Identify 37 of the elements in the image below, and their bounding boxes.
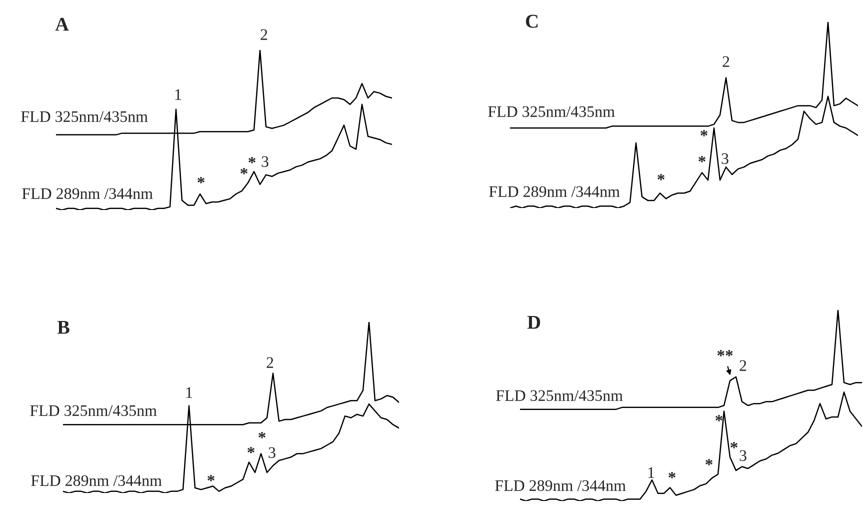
annotation: * (658, 174, 664, 180)
annotation: 2 (722, 56, 730, 67)
series-label: FLD 325nm/435nm (488, 106, 615, 117)
annotation: * (240, 168, 248, 174)
annotation: * (668, 472, 676, 478)
annotation: 1 (175, 89, 182, 100)
annotation: 1 (186, 387, 192, 398)
series-label: FLD 325nm/435nm (21, 111, 148, 122)
annotation: 3 (722, 153, 728, 164)
annotation: * (248, 157, 256, 164)
annotation: ** (717, 350, 733, 356)
annotation: * (198, 177, 204, 184)
annotation: * (706, 459, 712, 466)
annotation: * (698, 156, 706, 162)
chart-title: B (57, 320, 70, 334)
annotation: * (248, 447, 254, 454)
chart-title: A (55, 18, 69, 31)
annotation: 1 (648, 467, 654, 478)
series-label: FLD 289nm /344nm (22, 188, 153, 199)
annotation: * (730, 442, 738, 448)
series-label: FLD 289nm /344nm (31, 475, 162, 486)
chart-title: D (527, 316, 540, 329)
series-label: FLD 325nm/435nm (496, 390, 623, 401)
annotation: 3 (740, 450, 746, 461)
annotation: 2 (266, 357, 274, 368)
annotation: 3 (268, 447, 276, 458)
annotation: * (700, 130, 708, 136)
series-label: FLD 325nm/435nm (30, 405, 157, 416)
series-label: FLD 289nm /344nm (495, 480, 626, 491)
series-label: FLD 289nm /344nm (489, 186, 620, 197)
text: 2 (260, 29, 268, 40)
annotation: 3 (262, 156, 268, 167)
annotation: * (258, 432, 266, 438)
annotation: * (716, 415, 722, 422)
annotation: 2 (740, 360, 746, 371)
chart-title: C (526, 14, 538, 28)
annotation: * (208, 475, 214, 482)
